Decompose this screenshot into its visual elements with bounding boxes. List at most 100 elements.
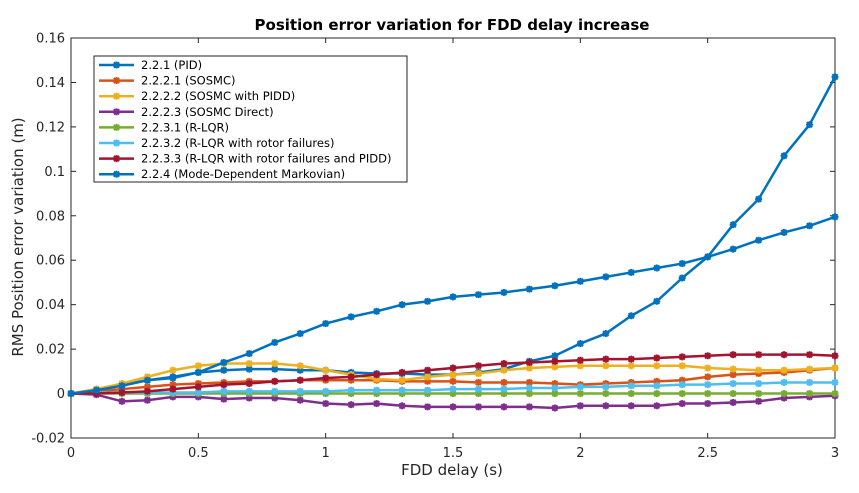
data-point — [373, 371, 381, 379]
data-point — [653, 264, 661, 272]
x-tick-label: 3 — [831, 446, 839, 461]
data-point — [704, 253, 712, 261]
data-point — [755, 390, 763, 398]
data-point — [296, 376, 304, 384]
data-point — [653, 297, 661, 305]
legend-marker — [113, 155, 120, 163]
data-point — [500, 288, 508, 296]
x-tick-label: 2.5 — [697, 446, 718, 461]
data-point — [729, 371, 737, 379]
y-tick-label: 0.04 — [36, 298, 65, 313]
data-point — [780, 351, 788, 359]
y-axis-label: RMS Position error variation (m) — [9, 117, 27, 356]
data-point — [398, 386, 406, 394]
data-point — [525, 384, 533, 392]
x-tick-label: 0 — [67, 446, 75, 461]
data-point — [118, 382, 126, 390]
data-point — [424, 403, 432, 411]
data-point — [245, 387, 253, 395]
data-point — [678, 400, 686, 408]
data-point — [525, 358, 533, 366]
legend-marker — [113, 77, 120, 85]
y-tick-label: 0.08 — [36, 209, 65, 224]
data-point — [729, 365, 737, 373]
data-point — [271, 338, 279, 346]
legend-box — [93, 55, 408, 183]
legend-entry: 2.2.2.3 (SOSMC Direct) — [99, 105, 274, 119]
data-point — [780, 366, 788, 374]
data-point — [194, 368, 202, 376]
data-point — [704, 352, 712, 360]
data-point — [551, 384, 559, 392]
data-point — [449, 385, 457, 393]
data-point — [678, 274, 686, 282]
legend-marker — [113, 92, 120, 100]
data-point — [653, 362, 661, 370]
data-point — [296, 330, 304, 338]
legend-entry: 2.2.3.2 (R-LQR with rotor failures) — [99, 136, 334, 150]
data-point — [398, 301, 406, 309]
x-tick-label: 2 — [576, 446, 584, 461]
data-point — [576, 277, 584, 285]
data-point — [602, 273, 610, 281]
legend-marker — [113, 139, 120, 147]
data-point — [398, 368, 406, 376]
data-point — [398, 376, 406, 384]
data-point — [780, 152, 788, 160]
data-point — [602, 362, 610, 370]
data-point — [525, 285, 533, 293]
data-point — [271, 387, 279, 395]
legend: 2.2.1 (PID) 2.2.2.1 (SOSMC)2.2.2.2 (SOSMC… — [93, 55, 408, 183]
data-point — [780, 228, 788, 236]
data-point — [780, 378, 788, 386]
data-point — [755, 397, 763, 405]
data-point — [729, 221, 737, 229]
data-point — [347, 313, 355, 321]
legend-entry: 2.2.1 (PID) — [99, 58, 202, 72]
data-point — [602, 330, 610, 338]
data-point — [576, 356, 584, 364]
data-point — [806, 121, 814, 129]
data-point — [220, 366, 228, 374]
data-point — [602, 402, 610, 410]
data-point — [424, 366, 432, 374]
legend-entry: 2.2.4 (Mode-Dependent Markovian) — [99, 167, 345, 181]
data-point — [347, 373, 355, 381]
data-point — [806, 378, 814, 386]
data-point — [373, 400, 381, 408]
data-point — [729, 245, 737, 253]
data-point — [602, 355, 610, 363]
data-point — [424, 386, 432, 394]
data-point — [729, 351, 737, 359]
data-point — [143, 396, 151, 404]
data-point — [602, 383, 610, 391]
data-point — [729, 398, 737, 406]
data-point — [653, 354, 661, 362]
data-point — [322, 320, 330, 328]
data-point — [500, 360, 508, 368]
data-point — [449, 371, 457, 379]
legend-label: 2.2.3.3 (R-LQR with rotor failures and P… — [141, 152, 391, 166]
data-point — [271, 360, 279, 368]
data-point — [755, 366, 763, 374]
data-point — [245, 350, 253, 358]
legend-marker — [113, 108, 120, 116]
y-tick-label: 0.16 — [36, 32, 65, 47]
y-tick-label: 0.12 — [36, 120, 65, 135]
data-point — [704, 373, 712, 381]
data-point — [118, 388, 126, 396]
y-tick-label: 0.1 — [44, 165, 65, 180]
y-tick-label: 0 — [57, 387, 65, 402]
data-point — [245, 365, 253, 373]
data-point — [729, 390, 737, 398]
data-point — [704, 381, 712, 389]
data-point — [67, 390, 75, 398]
data-point — [347, 401, 355, 409]
data-point — [806, 390, 814, 398]
data-point — [474, 403, 482, 411]
data-point — [831, 390, 839, 398]
data-point — [500, 403, 508, 411]
series-8 — [67, 213, 839, 398]
data-point — [271, 377, 279, 385]
